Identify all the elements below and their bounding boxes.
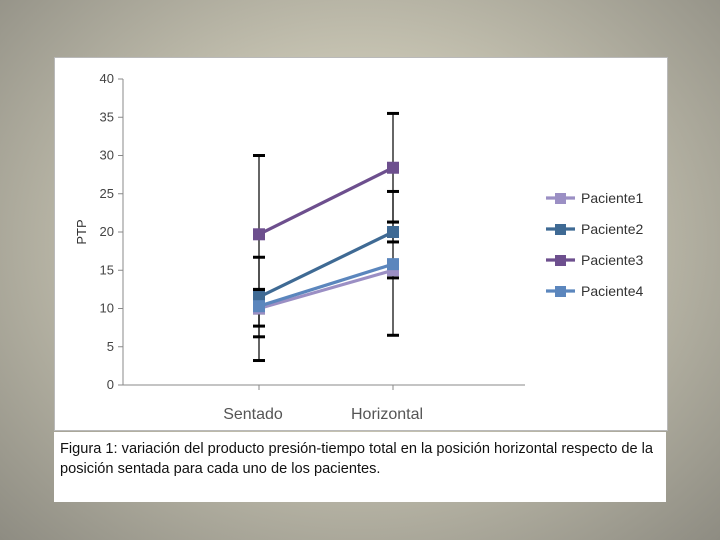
legend-swatch-marker	[555, 255, 566, 266]
legend-swatch-marker	[555, 193, 566, 204]
series-line	[258, 166, 394, 236]
series-line	[258, 268, 394, 311]
legend-entry: Paciente4	[581, 283, 643, 299]
y-tick-label: 5	[107, 339, 114, 354]
y-tick-label: 40	[100, 71, 114, 86]
x-tick-label: Horizontal	[351, 406, 423, 423]
y-tick-label: 20	[100, 224, 114, 239]
y-axis-label: PTP	[74, 219, 89, 244]
data-point	[387, 226, 399, 238]
data-point	[253, 228, 265, 241]
caption-panel: Figura 1: variación del producto presión…	[54, 432, 666, 502]
chart-panel: 0 5 10 15 20 25 30 35 40 PTP Sentado Horizontal Paci…	[54, 57, 668, 431]
data-point	[253, 300, 265, 313]
y-tick-label: 0	[107, 377, 114, 392]
legend-entry: Paciente1	[581, 190, 643, 206]
legend-entry: Paciente2	[581, 221, 643, 237]
series-line	[258, 230, 394, 299]
series-line	[258, 262, 394, 308]
x-tick-label: Sentado	[223, 406, 283, 423]
data-point	[387, 161, 399, 174]
y-tick-label: 10	[100, 301, 114, 316]
legend-swatch-marker	[555, 286, 566, 297]
data-point	[253, 291, 265, 304]
y-tick-label: 25	[100, 186, 114, 201]
line-chart: 0 5 10 15 20 25 30 35 40 PTP Sentado Horizontal Paci…	[74, 71, 643, 423]
figure-caption: Figura 1: variación del producto presión…	[60, 441, 654, 477]
y-tick-label: 30	[100, 148, 114, 163]
data-point	[387, 258, 399, 271]
legend-swatch-marker	[555, 224, 566, 235]
legend-entry: Paciente3	[581, 252, 643, 268]
y-tick-label: 35	[100, 109, 114, 124]
y-tick-label: 15	[100, 262, 114, 277]
